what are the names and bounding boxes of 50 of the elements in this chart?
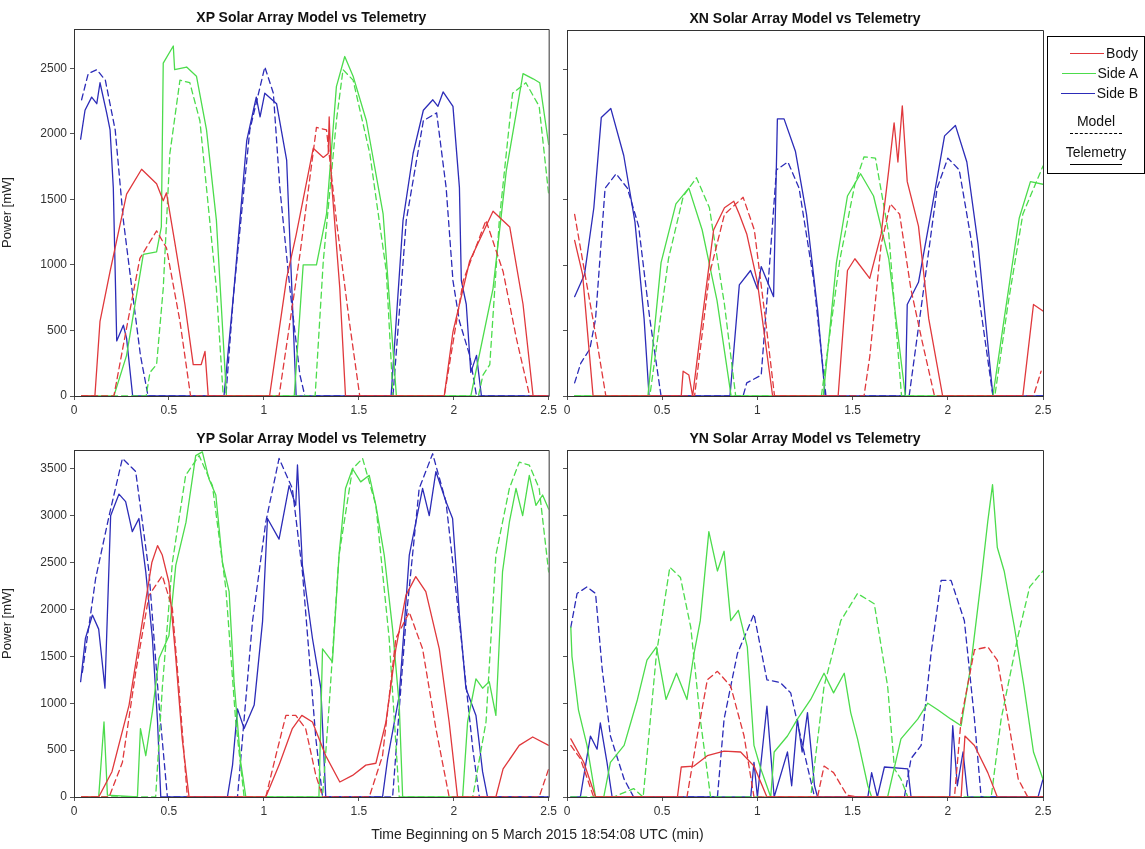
x-tick-label: 1 <box>260 803 268 818</box>
y-tick-label: 3000 <box>40 507 68 522</box>
legend-label: Side B <box>1096 85 1138 101</box>
legend-label: Side A <box>1097 65 1138 81</box>
x-tick-label: 0.5 <box>160 402 178 417</box>
legend-label: Body <box>1106 45 1138 61</box>
y-tick-label: 1000 <box>40 257 68 272</box>
x-tick-label: 2.5 <box>1034 402 1052 417</box>
y-tick-label: 0 <box>60 789 68 804</box>
text: Model <box>1075 113 1117 129</box>
y-tick-label: 2000 <box>40 601 68 616</box>
x-tick-label: 1.5 <box>350 402 368 417</box>
y-tick-label: 3500 <box>40 461 68 476</box>
y-tick-label: 2000 <box>40 126 68 141</box>
x-tick-label: 0 <box>70 803 78 818</box>
x-tick-label: 0.5 <box>653 402 671 417</box>
y-tick-label: 2500 <box>40 554 68 569</box>
x-tick-label: 0.5 <box>160 803 178 818</box>
x-tick-label: 2.5 <box>540 402 558 417</box>
x-tick-label: 2 <box>944 803 952 818</box>
x-tick-label: 2.5 <box>1034 803 1052 818</box>
y-tick-label: 1500 <box>40 191 68 206</box>
x-axis-title: Time Beginning on 5 March 2015 18:54:08 UTC (min) <box>370 826 705 842</box>
chart-title: YP Solar Array Model vs Telemetry <box>196 429 427 446</box>
chart-title: YN Solar Array Model vs Telemetry <box>689 429 921 446</box>
x-tick-label: 0 <box>563 803 571 818</box>
y-tick-label: 500 <box>46 742 68 757</box>
x-tick-label: 2 <box>450 803 458 818</box>
x-tick-label: 0 <box>70 402 78 417</box>
x-tick-label: 1.5 <box>350 803 368 818</box>
x-tick-label: 1 <box>260 402 268 417</box>
chart-title: XN Solar Array Model vs Telemetry <box>689 9 921 26</box>
x-tick-label: 1 <box>754 803 762 818</box>
x-tick-label: 2 <box>944 402 952 417</box>
y-tick-label: 0 <box>60 388 68 403</box>
x-tick-label: 2 <box>450 402 458 417</box>
y-axis-title: Power [mW] <box>0 588 15 659</box>
x-tick-label: 0.5 <box>653 803 671 818</box>
x-tick-label: 1.5 <box>844 803 862 818</box>
chart-title: XP Solar Array Model vs Telemetry <box>196 8 427 25</box>
y-tick-label: 500 <box>46 322 68 337</box>
y-tick-label: 1000 <box>40 695 68 710</box>
y-tick-label: 2500 <box>40 60 68 75</box>
x-tick-label: 0 <box>563 402 571 417</box>
x-tick-label: 1.5 <box>844 402 862 417</box>
text: Telemetry <box>1064 144 1128 160</box>
x-tick-label: 2.5 <box>540 803 558 818</box>
y-axis-title: Power [mW] <box>0 177 15 248</box>
y-tick-label: 1500 <box>40 648 68 663</box>
x-tick-label: 1 <box>754 402 762 417</box>
